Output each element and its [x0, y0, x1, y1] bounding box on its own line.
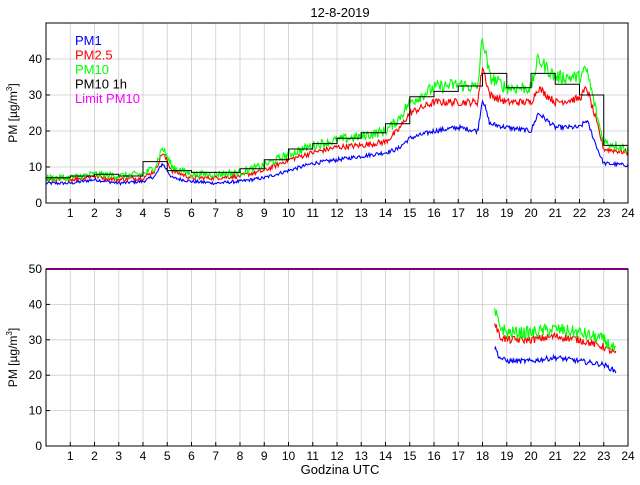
x-tick-label: 17 [452, 449, 466, 463]
y-axis-label: PM [µg/m3] [5, 328, 20, 387]
x-tick-label: 6 [188, 206, 195, 220]
series-line-pm1 [45, 99, 629, 186]
x-tick-label: 2 [91, 206, 98, 220]
x-tick-label: 7 [212, 206, 219, 220]
x-tick-label: 14 [379, 206, 393, 220]
x-tick-label: 16 [427, 449, 441, 463]
top-panel: 1 2 3 4 5 6 7 8 9 10 11 12 13 14 15 16 17 18 19 20 21 22 23 240… [5, 22, 635, 220]
y-tick-label: 10 [29, 404, 43, 418]
x-tick-label: 15 [403, 449, 417, 463]
legend-entry-limit: Limit PM10 [75, 91, 140, 106]
x-tick-label: 13 [355, 206, 369, 220]
chart-title: 12-8-2019 [310, 5, 369, 20]
x-tick-label: 23 [597, 206, 611, 220]
x-tick-label: 8 [237, 449, 244, 463]
x-tick-label: 19 [500, 449, 514, 463]
y-tick-label: 20 [29, 368, 43, 382]
series-line-pm25 [45, 66, 629, 184]
x-axis-label: Godzina UTC [301, 462, 380, 477]
x-tick-label: 23 [597, 449, 611, 463]
x-tick-label: 16 [427, 206, 441, 220]
x-tick-label: 21 [549, 206, 563, 220]
x-tick-label: 20 [524, 206, 538, 220]
series-step-pm10-1h [46, 72, 628, 179]
legend-entry-pm1: PM1 [75, 33, 102, 48]
x-tick-label: 15 [403, 206, 417, 220]
x-tick-label: 7 [212, 449, 219, 463]
y-tick-label: 20 [29, 124, 43, 138]
x-tick-label: 18 [476, 206, 490, 220]
legend-entry-pm25: PM2.5 [75, 48, 113, 63]
y-tick-label: 0 [35, 439, 42, 453]
x-tick-label: 10 [282, 206, 296, 220]
x-tick-label: 1 [67, 206, 74, 220]
x-tick-label: 12 [330, 449, 344, 463]
x-tick-label: 10 [282, 449, 296, 463]
x-tick-label: 22 [573, 206, 587, 220]
x-tick-label: 17 [452, 206, 466, 220]
x-tick-label: 3 [115, 206, 122, 220]
y-tick-label: 10 [29, 160, 43, 174]
y-tick-label: 40 [29, 52, 43, 66]
x-tick-label: 20 [524, 449, 538, 463]
x-tick-label: 3 [115, 449, 122, 463]
x-tick-label: 1 [67, 449, 74, 463]
y-axis-label: PM [µg/m3] [5, 83, 20, 142]
series-line-pm10 [494, 308, 617, 351]
x-tick-label: 18 [476, 449, 490, 463]
x-tick-label: 6 [188, 449, 195, 463]
bottom-panel: 1 2 3 4 5 6 7 8 9 10 11 12 13 14 15 16 17 18 19 20 21 22 23 240… [5, 262, 635, 463]
legend-entry-pm10: PM10 [75, 62, 109, 77]
x-tick-label: 14 [379, 449, 393, 463]
y-tick-label: 30 [29, 333, 43, 347]
x-tick-label: 8 [237, 206, 244, 220]
x-tick-label: 24 [621, 206, 635, 220]
x-tick-label: 21 [549, 449, 563, 463]
x-tick-label: 11 [307, 206, 320, 220]
y-tick-label: 40 [29, 297, 43, 311]
y-tick-label: 50 [29, 262, 43, 276]
x-tick-label: 5 [164, 206, 171, 220]
y-tick-label: 30 [29, 88, 43, 102]
x-tick-label: 24 [621, 449, 635, 463]
x-tick-label: 9 [261, 206, 268, 220]
x-tick-label: 4 [140, 206, 147, 220]
x-tick-label: 9 [261, 449, 268, 463]
x-tick-label: 5 [164, 449, 171, 463]
series-line-pm1 [494, 345, 617, 374]
x-tick-label: 11 [307, 449, 320, 463]
x-tick-label: 12 [330, 206, 344, 220]
legend-entry-pm10_1h: PM10 1h [75, 77, 127, 92]
x-tick-label: 13 [355, 449, 369, 463]
x-tick-label: 4 [140, 449, 147, 463]
y-tick-label: 0 [35, 196, 42, 210]
x-tick-label: 19 [500, 206, 514, 220]
x-tick-label: 22 [573, 449, 587, 463]
x-tick-label: 2 [91, 449, 98, 463]
